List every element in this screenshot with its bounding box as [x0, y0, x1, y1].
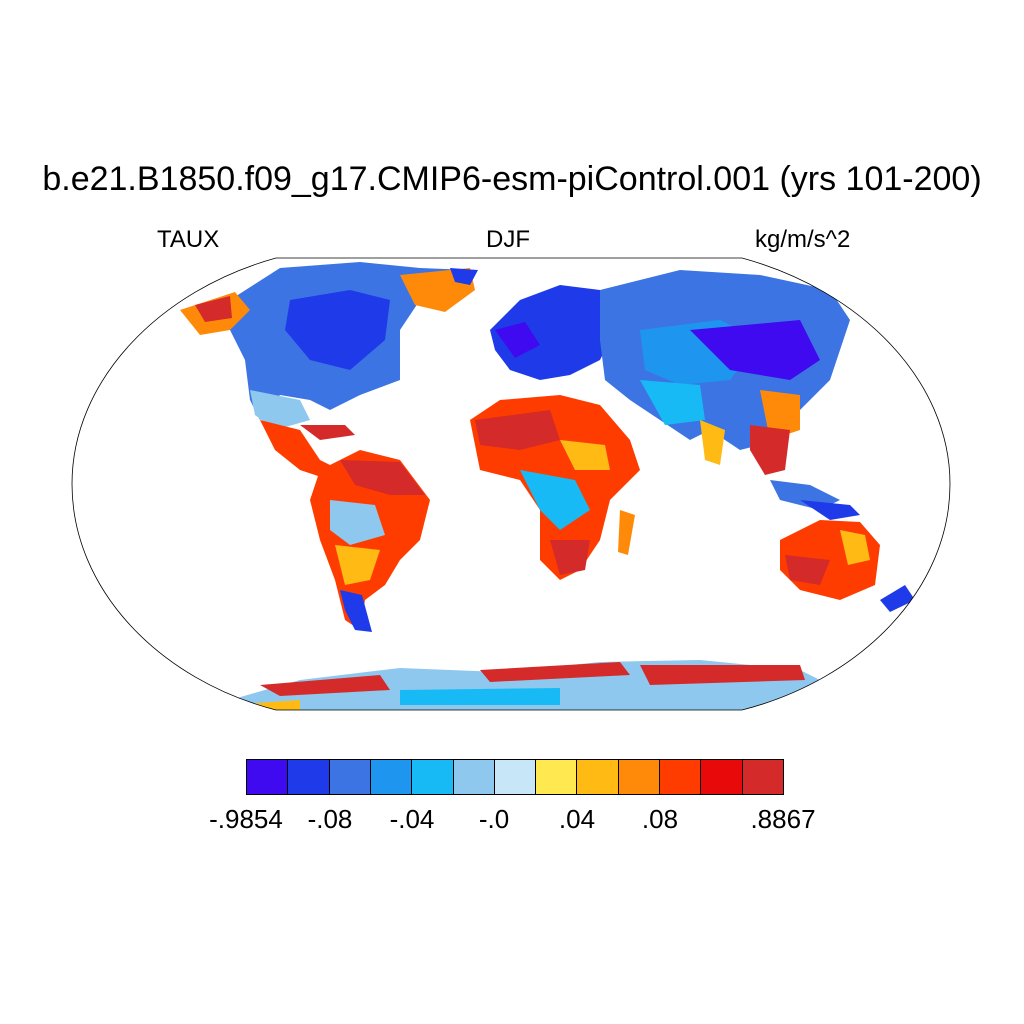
plot-title: b.e21.B1850.f09_g17.CMIP6-esm-piControl.…	[42, 160, 982, 198]
colorbar-swatch	[700, 759, 743, 795]
colorbar-label: .8867	[750, 804, 816, 834]
colorbar-swatch	[576, 759, 619, 795]
colorbar-label: -.08	[307, 804, 353, 834]
land-field	[180, 262, 915, 710]
colorbar-swatch	[535, 759, 578, 795]
colorbar-label: -.04	[389, 804, 435, 834]
europe	[490, 285, 620, 380]
globe-outline	[71, 257, 951, 711]
colorbar-swatch	[369, 759, 413, 795]
season-label: DJF	[486, 226, 530, 253]
colorbar-swatch	[246, 759, 289, 795]
units-label: kg/m/s^2	[755, 226, 851, 253]
colorbar-label: .08	[641, 804, 679, 834]
variable-label: TAUX	[157, 226, 220, 253]
colorbar-swatch	[328, 759, 371, 795]
colorbar-swatch	[617, 759, 661, 795]
colorbar-swatch	[493, 759, 537, 795]
colorbar-swatch	[287, 759, 330, 795]
colorbar-swatch	[452, 759, 495, 795]
colorbar-label: -.9854	[209, 804, 283, 834]
colorbar-swatch	[659, 759, 702, 795]
colorbar-label: .04	[558, 804, 596, 834]
colorbar-swatch	[741, 759, 784, 795]
colorbar-label: -.0	[478, 804, 510, 834]
colorbar-swatch	[411, 759, 454, 795]
